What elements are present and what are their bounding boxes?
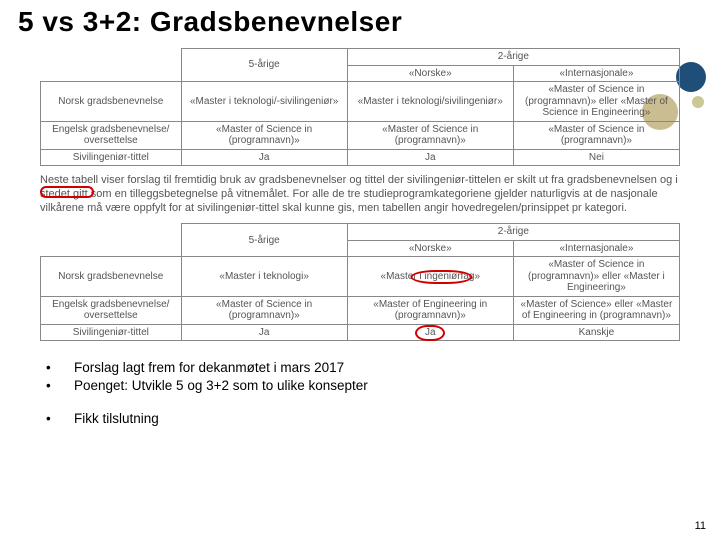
- table-1-wrap: 5-årige 2-årige «Norske» «Internasjonale…: [40, 48, 680, 166]
- cell-header: 2-årige: [347, 224, 679, 241]
- list-item: Fikk tilslutning: [46, 410, 702, 428]
- table-row: Engelsk gradsbenevnelse/ oversettelse «M…: [41, 296, 680, 324]
- cell-rowhead: Norsk gradsbenevnelse: [41, 257, 182, 297]
- slide-title: 5 vs 3+2: Gradsbenevnelser: [18, 6, 702, 38]
- cell-rowhead: Norsk gradsbenevnelse: [41, 82, 182, 122]
- table-row: Norsk gradsbenevnelse «Master i teknolog…: [41, 82, 680, 122]
- cell-empty: [41, 65, 182, 82]
- cell-header: «Norske»: [347, 240, 513, 257]
- cell: «Master i teknologi/-sivilingeniør»: [181, 82, 347, 122]
- cell-empty: [41, 224, 182, 241]
- cell-header: «Internasjonale»: [513, 240, 679, 257]
- cell: «Master of Science in (programnavn)» ell…: [513, 257, 679, 297]
- table-row: 5-årige 2-årige: [41, 49, 680, 66]
- cell: «Master i ingeniørfag»: [347, 257, 513, 297]
- cell: Nei: [513, 149, 679, 166]
- cell-header: 5-årige: [181, 224, 347, 257]
- tables-area: 5-årige 2-årige «Norske» «Internasjonale…: [40, 48, 680, 341]
- cell-header: 2-årige: [347, 49, 679, 66]
- table-row: Sivilingeniør-tittel Ja Ja Nei: [41, 149, 680, 166]
- list-item: Poenget: Utvikle 5 og 3+2 som to ulike k…: [46, 377, 702, 395]
- table-row: 5-årige 2-årige: [41, 224, 680, 241]
- cell-rowhead: Engelsk gradsbenevnelse/ oversettelse: [41, 121, 182, 149]
- decoration-circle-blue: [676, 62, 706, 92]
- table-row: Norsk gradsbenevnelse «Master i teknolog…: [41, 257, 680, 297]
- cell: «Master of Science in (programnavn)»: [181, 296, 347, 324]
- cell-rowhead: Sivilingeniør-tittel: [41, 149, 182, 166]
- slide: 5 vs 3+2: Gradsbenevnelser 5-årige 2-åri…: [0, 0, 720, 540]
- cell: «Master of Science in (programnavn)»: [181, 121, 347, 149]
- cell-text: Ja: [425, 327, 436, 338]
- cell-empty: [41, 49, 182, 66]
- table-row: «Norske» «Internasjonale»: [41, 65, 680, 82]
- cell-header: «Norske»: [347, 65, 513, 82]
- cell-header: 5-årige: [181, 49, 347, 82]
- paragraph-text: Neste tabell viser forslag til fremtidig…: [40, 174, 678, 214]
- cell: Ja: [347, 149, 513, 166]
- cell: «Master i teknologi»: [181, 257, 347, 297]
- cell: «Master of Science in (programnavn)»: [347, 121, 513, 149]
- cell: «Master of Science» eller «Master of Eng…: [513, 296, 679, 324]
- table-row: Sivilingeniør-tittel Ja Ja Kanskje: [41, 324, 680, 341]
- table-2: 5-årige 2-årige «Norske» «Internasjonale…: [40, 223, 680, 341]
- middle-paragraph: Neste tabell viser forslag til fremtidig…: [40, 174, 680, 215]
- cell: Ja: [181, 324, 347, 341]
- cell: «Master of Engineering in (programnavn)»: [347, 296, 513, 324]
- cell-rowhead: Sivilingeniør-tittel: [41, 324, 182, 341]
- table-1: 5-årige 2-årige «Norske» «Internasjonale…: [40, 48, 680, 166]
- cell-rowhead: Engelsk gradsbenevnelse/ oversettelse: [41, 296, 182, 324]
- cell: Kanskje: [513, 324, 679, 341]
- cell: «Master of Science in (programnavn)» ell…: [513, 82, 679, 122]
- cell: Ja: [181, 149, 347, 166]
- cell: «Master i teknologi/sivilingeniør»: [347, 82, 513, 122]
- page-number: 11: [695, 520, 706, 532]
- table-2-wrap: 5-årige 2-årige «Norske» «Internasjonale…: [40, 223, 680, 341]
- table-row: «Norske» «Internasjonale»: [41, 240, 680, 257]
- cell-empty: [41, 240, 182, 257]
- red-underline-icon: [40, 186, 94, 198]
- cell: «Master of Science in (programnavn)»: [513, 121, 679, 149]
- list-item: Forslag lagt frem for dekanmøtet i mars …: [46, 359, 702, 377]
- cell: Ja: [347, 324, 513, 341]
- cell-text: «Master i ingeniørfag»: [381, 271, 481, 282]
- cell-header: «Internasjonale»: [513, 65, 679, 82]
- bullet-list: Forslag lagt frem for dekanmøtet i mars …: [18, 359, 702, 428]
- table-row: Engelsk gradsbenevnelse/ oversettelse «M…: [41, 121, 680, 149]
- decoration-circle-olive: [692, 96, 704, 108]
